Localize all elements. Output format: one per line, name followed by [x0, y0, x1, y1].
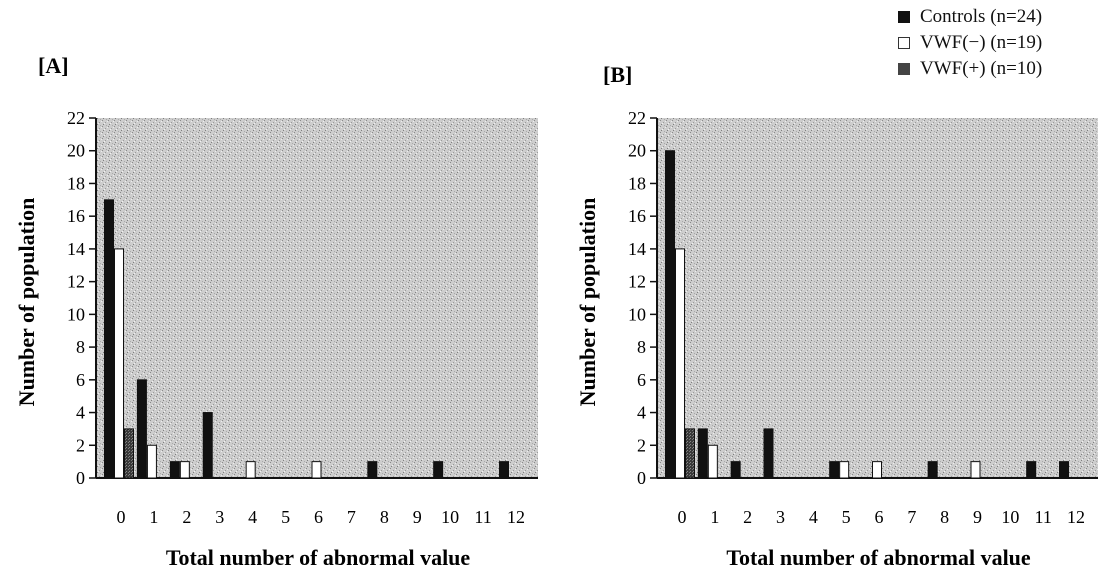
- panel-b-bar-controls: [730, 461, 741, 479]
- legend-item-controls: Controls (n=24): [898, 4, 1042, 30]
- panel-b-ytick-label: 2: [637, 435, 646, 455]
- legend-item-vwf-positive: VWF(+) (n=10): [898, 56, 1042, 82]
- panel-a-bar-controls: [169, 461, 180, 479]
- panel-a-bar-controls: [499, 461, 509, 479]
- panel-a-xtick-label: 8: [380, 507, 389, 527]
- panel-a-xtick-label: 5: [281, 507, 290, 527]
- panel-a-bar-controls: [433, 461, 444, 479]
- panel-a-xtick-label: 12: [507, 507, 525, 527]
- legend-swatch-vwf-positive: [898, 63, 910, 75]
- panel-b-bar-vwf-negative: [675, 248, 685, 479]
- panel-a-ytick-label: 14: [67, 239, 85, 259]
- panel-a-xtick-label: 0: [117, 507, 126, 527]
- panel-b-xtick-label: 6: [875, 507, 884, 527]
- legend-label-controls: Controls (n=24): [920, 6, 1043, 27]
- panel-b-bar-controls: [665, 150, 675, 479]
- panel-b-ytick-label: 18: [628, 173, 646, 193]
- panel-b-bar-vwf-positive: [685, 428, 695, 479]
- panel-a-bar-vwf-positive: [124, 428, 134, 479]
- panel-b-x-axis-title: Total number of abnormal value: [726, 545, 1031, 570]
- panel-b-xtick-label: 3: [776, 507, 785, 527]
- panel-a-ytick-label: 12: [67, 272, 85, 292]
- legend-item-vwf-negative: VWF(−) (n=19): [898, 30, 1042, 56]
- panel-b-ytick-label: 6: [637, 370, 646, 390]
- legend-swatch-vwf-negative: [898, 37, 910, 49]
- panel-a-x-axis-title: Total number of abnormal value: [166, 545, 471, 570]
- panel-b-ytick-label: 12: [628, 272, 646, 292]
- panel-b-bar-controls: [927, 461, 938, 479]
- legend-label-vwf-positive: VWF(+) (n=10): [920, 58, 1043, 79]
- panel-b-bar-vwf-negative: [839, 461, 850, 479]
- panel-a-ytick-label: 6: [76, 370, 85, 390]
- panel-b-ytick-label: 10: [628, 304, 646, 324]
- panel-a-ytick-label: 16: [67, 206, 85, 226]
- panel-a-bar-vwf-negative: [245, 461, 256, 479]
- panel-b-ytick-label: 4: [637, 403, 646, 423]
- panel-a-ytick-label: 18: [67, 173, 85, 193]
- panel-b-xtick-label: 1: [710, 507, 719, 527]
- panel-a-bar-controls: [136, 379, 147, 479]
- panel-a-xtick-label: 2: [182, 507, 191, 527]
- panel-a-bar-controls: [367, 461, 378, 479]
- panel-b-bar-controls: [829, 461, 840, 479]
- panel-b-xtick-label: 5: [842, 507, 851, 527]
- panel-a-xtick-label: 9: [413, 507, 422, 527]
- panel-b-bar-vwf-negative: [872, 461, 882, 479]
- panel-b-label: [B]: [603, 62, 632, 87]
- panel-a-ytick-label: 8: [76, 337, 85, 357]
- panel-b-xtick-label: 2: [743, 507, 752, 527]
- panel-a-ytick-label: 22: [67, 108, 85, 128]
- panel-b-bar-vwf-negative: [707, 444, 718, 479]
- panel-a-ytick-label: 10: [67, 304, 85, 324]
- panel-a-xtick-label: 7: [347, 507, 356, 527]
- panel-b-bar-controls: [1026, 461, 1037, 479]
- panel-a-xtick-label: 1: [149, 507, 158, 527]
- panel-a-xtick-label: 10: [441, 507, 459, 527]
- panel-a-bar-controls: [202, 412, 213, 479]
- panel-b-ytick-label: 0: [637, 468, 646, 488]
- panel-a-xtick-label: 6: [314, 507, 323, 527]
- panel-a-xtick-label: 3: [215, 507, 224, 527]
- panel-a-bar-vwf-negative: [114, 248, 124, 479]
- panel-b-bar-controls: [697, 428, 708, 479]
- panel-a-ytick-label: 2: [76, 435, 85, 455]
- panel-a-ytick-label: 0: [76, 468, 85, 488]
- panel-b-bar-vwf-negative: [970, 461, 981, 479]
- panel-b-xtick-label: 4: [809, 507, 818, 527]
- panel-b-ytick-label: 16: [628, 206, 646, 226]
- panel-a-bar-vwf-negative: [179, 461, 190, 479]
- panel-a-bar-vwf-negative: [146, 444, 157, 479]
- panel-b-y-axis-title: Number of population: [575, 198, 600, 407]
- panel-b-xtick-label: 11: [1034, 507, 1051, 527]
- legend-label-vwf-negative: VWF(−) (n=19): [920, 32, 1043, 53]
- chart-legend: Controls (n=24) VWF(−) (n=19) VWF(+) (n=…: [898, 4, 1042, 82]
- legend-swatch-controls: [898, 11, 910, 23]
- panel-b-ytick-label: 22: [628, 108, 646, 128]
- panel-a-y-axis-title: Number of population: [14, 198, 39, 407]
- panel-a-ytick-label: 20: [67, 141, 85, 161]
- panel-b-bar-controls: [1059, 461, 1069, 479]
- panel-b-xtick-label: 9: [973, 507, 982, 527]
- panel-b-ytick-label: 8: [637, 337, 646, 357]
- panel-b-plot-area: [657, 118, 1098, 478]
- panel-b-xtick-label: 7: [907, 507, 916, 527]
- panel-b-ytick-label: 20: [628, 141, 646, 161]
- panel-b-xtick-label: 10: [1001, 507, 1019, 527]
- panel-a-xtick-label: 4: [248, 507, 257, 527]
- panel-a-label: [A]: [38, 53, 69, 78]
- panel-a-bar-vwf-negative: [311, 461, 322, 479]
- panel-b-bar-controls: [763, 428, 774, 479]
- panel-b-xtick-label: 0: [678, 507, 687, 527]
- panel-a-plot-area: [96, 118, 538, 478]
- panel-b-xtick-label: 8: [940, 507, 949, 527]
- panel-b-xtick-label: 12: [1067, 507, 1085, 527]
- panel-a-ytick-label: 4: [76, 403, 85, 423]
- panel-a-xtick-label: 11: [474, 507, 491, 527]
- panel-a-bar-controls: [104, 199, 114, 479]
- panel-b-ytick-label: 14: [628, 239, 646, 259]
